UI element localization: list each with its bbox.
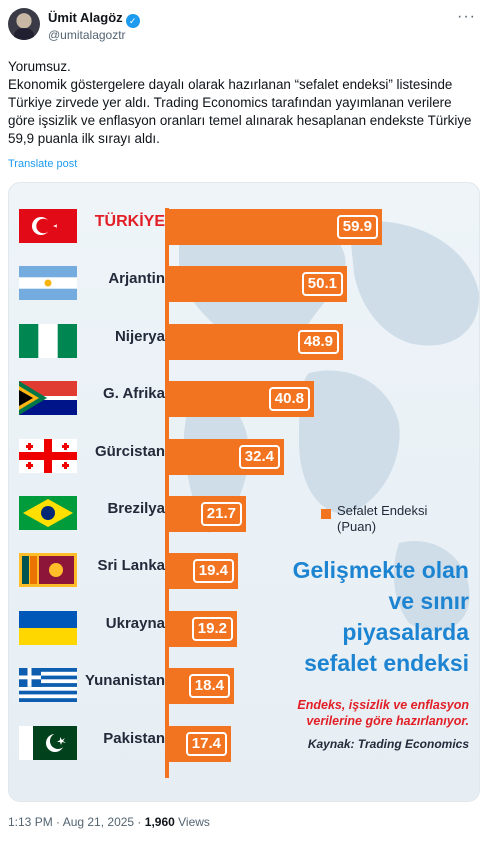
- tr-flag-icon: [19, 209, 77, 243]
- bar-value-label: 48.9: [297, 329, 339, 354]
- chart-row: Pakistan 17.4: [9, 722, 479, 762]
- category-label: Arjantin: [108, 270, 165, 288]
- chart-row: Yunanistan 18.4: [9, 664, 479, 705]
- post-text-line1: Yorumsuz.: [8, 59, 71, 74]
- bar-value-label: 19.2: [191, 616, 233, 641]
- ng-flag-icon: [19, 323, 77, 358]
- verified-badge-icon: ✓: [125, 14, 140, 28]
- ua-flag-icon: [19, 610, 77, 645]
- bar: 19.2: [169, 610, 237, 647]
- legend-swatch: [321, 509, 331, 519]
- ar-flag-icon: [19, 266, 77, 301]
- bar-value-label: 50.1: [301, 272, 343, 297]
- category-label: TÜRKİYE: [94, 213, 165, 230]
- bar: 19.4: [169, 553, 238, 590]
- bar-value-label: 59.9: [336, 215, 378, 239]
- gr-flag-icon: [19, 668, 77, 703]
- post-meta: 1:13 PM · Aug 21, 2025 · 1,960 Views: [8, 815, 210, 829]
- bar-value-label: 18.4: [188, 674, 230, 699]
- chart-axis-line: [165, 208, 169, 778]
- post-image[interactable]: TÜRKİYE 59.9 Arjantin 50.1 Nijerya 48.9 G. Afr…: [8, 182, 480, 802]
- bar-value-label: 21.7: [200, 502, 242, 526]
- chart-row: TÜRKİYE 59.9: [9, 205, 479, 245]
- za-flag-icon: [19, 381, 77, 416]
- category-label: Ukrayna: [105, 614, 165, 632]
- legend-label: Sefalet Endeksi (Puan): [337, 503, 428, 534]
- bar: 48.9: [169, 323, 343, 360]
- post-header: Ümit Alagöz ✓ @umitalagoztr ···: [8, 8, 480, 48]
- bar-value-label: 32.4: [238, 444, 280, 469]
- chart-row: Brezilya 21.7: [9, 492, 479, 532]
- bar: 18.4: [169, 668, 234, 705]
- category-label: Yunanistan: [84, 672, 165, 690]
- chart-row: Arjantin 50.1: [9, 262, 479, 303]
- bar-value-label: 40.8: [268, 387, 310, 412]
- chart-title: Gelişmekte olan ve sınır piyasalarda sef…: [292, 557, 469, 676]
- author-name[interactable]: Ümit Alagöz ✓: [48, 10, 140, 28]
- lk-flag-icon: [19, 553, 77, 588]
- view-count: 1,960: [144, 815, 175, 829]
- chart-source: Kaynak: Trading Economics: [307, 737, 469, 751]
- category-label: G. Afrika: [103, 385, 165, 403]
- post-timestamp[interactable]: 1:13 PM · Aug 21, 2025 ·: [8, 815, 145, 829]
- category-label: Gürcistan: [94, 442, 165, 460]
- chart-row: Gürcistan 32.4: [9, 435, 479, 475]
- bar: 59.9: [169, 209, 382, 245]
- world-map-background: [179, 212, 479, 632]
- translate-post-link[interactable]: Translate post: [8, 158, 78, 170]
- chart-row: Ukrayna 19.2: [9, 607, 479, 647]
- bar: 32.4: [169, 438, 284, 475]
- author-handle[interactable]: @umitalagoztr: [48, 28, 126, 42]
- avatar[interactable]: [8, 8, 40, 40]
- chart-row: Sri Lanka 19.4: [9, 549, 479, 590]
- bar-value-label: 19.4: [192, 559, 234, 584]
- ge-flag-icon: [19, 438, 77, 473]
- bar: 21.7: [169, 496, 246, 532]
- category-label: Sri Lanka: [97, 557, 165, 575]
- category-label: Brezilya: [107, 500, 165, 517]
- br-flag-icon: [19, 496, 77, 530]
- post-text: Yorumsuz. Ekonomik göstergelere dayalı o…: [8, 58, 478, 148]
- bar: 17.4: [169, 725, 231, 762]
- more-options-icon[interactable]: ···: [457, 8, 476, 25]
- pk-flag-icon: [19, 725, 77, 760]
- category-label: Pakistan: [103, 729, 165, 747]
- category-label: Nijerya: [114, 327, 165, 345]
- bar-value-label: 17.4: [185, 731, 227, 756]
- chart-subtitle: Endeks, işsizlik ve enflasyon verilerine…: [297, 698, 469, 728]
- chart-row: G. Afrika 40.8: [9, 377, 479, 418]
- views-label: Views: [174, 815, 210, 829]
- bar: 50.1: [169, 266, 347, 303]
- post-text-body: Ekonomik göstergelere dayalı olarak hazı…: [8, 77, 472, 146]
- bar: 40.8: [169, 381, 314, 418]
- chart-row: Nijerya 48.9: [9, 320, 479, 360]
- author-name-text: Ümit Alagöz: [48, 10, 123, 25]
